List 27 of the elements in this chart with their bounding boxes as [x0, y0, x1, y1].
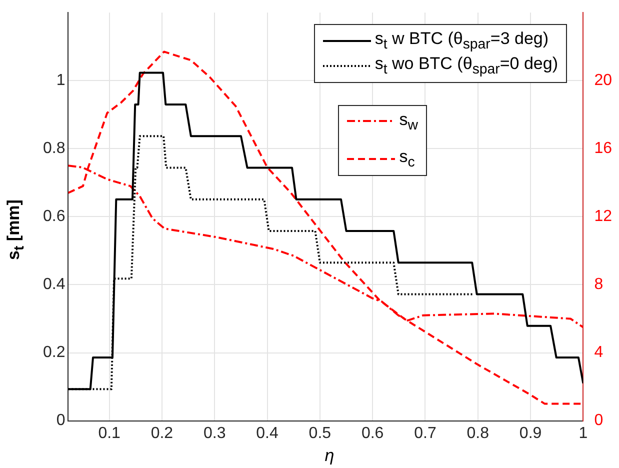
legend-label: s$_{c}$	[399, 147, 415, 171]
legend-label: s$_{t}$ wo BTC (θ$_{spar}$=0 deg)	[374, 54, 558, 78]
y-tick-label: 0.6	[42, 208, 66, 226]
y-tick-label: 0	[56, 412, 66, 430]
x-tick-label: 0.9	[519, 424, 542, 442]
y2-tick-label: 20	[594, 72, 612, 90]
x-axis-title: η	[324, 446, 336, 466]
y2-tick-label: 0	[594, 412, 604, 430]
x-tick-label: 0.7	[414, 424, 436, 442]
y-tick-label: 0.2	[42, 344, 66, 362]
x-tick-label: 0.1	[98, 424, 121, 442]
x-tick-label: 0.4	[256, 424, 278, 442]
x-tick-label: 0.6	[361, 424, 384, 442]
x-tick-label: 1	[578, 424, 588, 442]
y2-tick-label: 16	[594, 140, 612, 158]
y2-tick-label: 12	[594, 208, 612, 226]
x-tick-label: 0.3	[203, 424, 226, 442]
y-tick-label: 0.4	[42, 276, 66, 294]
y2-tick-label: 4	[594, 344, 604, 362]
legend-label: s$_{t}$ w BTC (θ$_{spar}$=3 deg)	[374, 29, 549, 52]
y2-tick-label: 8	[594, 276, 604, 294]
y-tick-label: 0.8	[42, 140, 66, 158]
x-tick-label: 0.2	[150, 424, 174, 442]
legend-label: s$_{w}$	[399, 110, 418, 134]
y-tick-label: 1	[56, 72, 66, 90]
x-tick-label: 0.5	[308, 424, 332, 442]
x-tick-label: 0.8	[466, 424, 490, 442]
